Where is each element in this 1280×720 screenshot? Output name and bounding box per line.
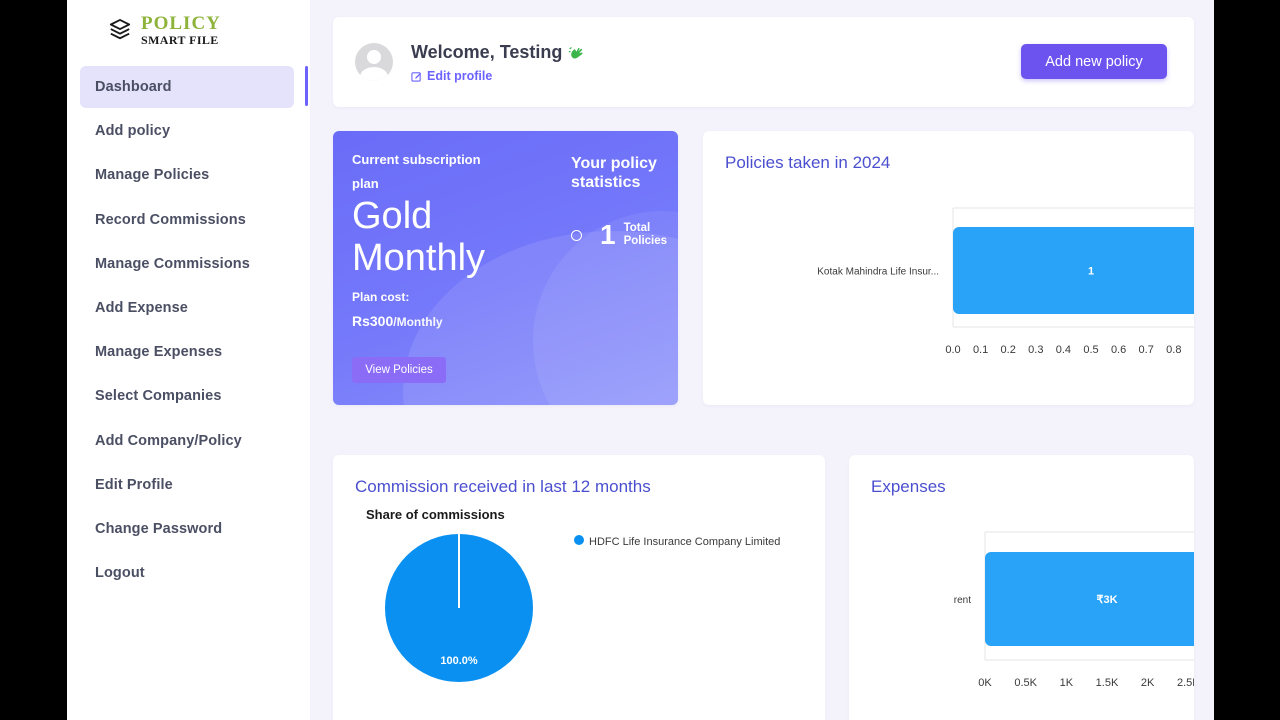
legend-label: HDFC Life Insurance Company Limited xyxy=(589,536,780,548)
policies-chart: 1 Kotak Mahindra Life Insur... 0.0 0.1 0.2 0.… xyxy=(817,207,1194,356)
expenses-chart-title: Expenses xyxy=(871,477,946,496)
commission-chart-card: Commission received in last 12 months Sh… xyxy=(333,455,825,720)
plan-cost: Rs300/Monthly xyxy=(352,313,443,329)
wave-hand-icon xyxy=(569,46,583,59)
commission-chart: Share of commissions 100.0% HDFC Life Insu… xyxy=(366,507,780,682)
total-policies-label: Total Policies xyxy=(623,222,668,247)
x-tick-label: 0.8 xyxy=(1166,344,1181,356)
x-tick-label: 0.5 xyxy=(1083,344,1098,356)
plan-name: Gold Monthly xyxy=(352,195,486,279)
sidebar-nav: Dashboard Add policy Manage Policies Rec… xyxy=(80,66,294,596)
bar-value-label: ₹3K xyxy=(1096,594,1117,606)
legend-marker xyxy=(574,535,584,545)
plan-cost-value: Rs300 xyxy=(352,313,394,329)
pie-data-label: 100.0% xyxy=(440,655,478,667)
avatar[interactable] xyxy=(355,43,393,81)
category-label: rent xyxy=(954,595,971,606)
sidebar-item-manage-expenses[interactable]: Manage Expenses xyxy=(95,344,223,361)
x-tick-label: 2.5K xyxy=(1177,677,1194,689)
brand-subname: SMART FILE xyxy=(141,33,219,47)
x-tick-label: 1K xyxy=(1060,677,1074,689)
policies-chart-card: Policies taken in 2024 1 Kotak Mahindra L… xyxy=(703,131,1194,405)
stats-row: 1 Total Policies xyxy=(571,219,674,251)
sidebar-item-add-expense[interactable]: Add Expense xyxy=(95,299,188,316)
x-tick-label: 0K xyxy=(978,677,992,689)
bar xyxy=(985,552,1194,646)
active-indicator xyxy=(305,66,308,106)
sidebar-item-edit-profile[interactable]: Edit Profile xyxy=(95,476,173,493)
commission-chart-title: Commission received in last 12 months xyxy=(355,477,651,496)
bar-value-label: 1 xyxy=(1088,266,1094,278)
edit-icon xyxy=(411,71,422,82)
x-tick-label: 0.2 xyxy=(1001,344,1016,356)
welcome-card: Welcome, Testing Edit profile Add new po… xyxy=(333,17,1194,107)
welcome-text: Welcome, Testing xyxy=(411,42,563,62)
sidebar-item-logout[interactable]: Logout xyxy=(95,565,145,582)
sidebar-item-add-policy[interactable]: Add policy xyxy=(95,123,171,140)
add-new-policy-button[interactable]: Add new policy xyxy=(1021,44,1167,79)
x-tick-label: 0.0 xyxy=(945,344,960,356)
app-window: POLICY SMART FILE Dashboard Add policy M… xyxy=(67,0,1214,720)
x-tick-label: 0.1 xyxy=(973,344,988,356)
x-tick-label: 0.6 xyxy=(1111,344,1126,356)
brand-logo[interactable]: POLICY SMART FILE xyxy=(109,14,221,46)
bar xyxy=(953,227,1194,314)
sidebar-item-add-company-policy[interactable]: Add Company/Policy xyxy=(95,432,242,449)
sidebar-item-manage-commissions[interactable]: Manage Commissions xyxy=(95,255,250,272)
pie-subtitle: Share of commissions xyxy=(366,507,505,522)
x-tick-label: 1.5K xyxy=(1096,677,1119,689)
welcome-heading: Welcome, Testing xyxy=(411,42,585,63)
x-tick-label: 0.3 xyxy=(1028,344,1043,356)
plan-cost-period: /Monthly xyxy=(393,315,443,329)
x-tick-label: 2K xyxy=(1141,677,1155,689)
sidebar: POLICY SMART FILE Dashboard Add policy M… xyxy=(67,0,310,720)
sidebar-item-manage-policies[interactable]: Manage Policies xyxy=(95,167,210,184)
subscription-card: Current subscription plan Gold Monthly P… xyxy=(333,131,678,405)
subscription-label: Current subscription plan xyxy=(352,152,481,191)
sidebar-item-select-companies[interactable]: Select Companies xyxy=(95,388,222,405)
sidebar-item-change-password[interactable]: Change Password xyxy=(95,520,223,537)
edit-profile-label: Edit profile xyxy=(427,69,493,83)
category-label: Kotak Mahindra Life Insur... xyxy=(817,267,939,278)
view-policies-button[interactable]: View Policies xyxy=(352,357,446,383)
circle-icon xyxy=(571,229,582,241)
brand-name: POLICY xyxy=(141,13,221,34)
x-tick-label: 0.5K xyxy=(1014,677,1037,689)
total-policies-count: 1 xyxy=(600,219,616,250)
edit-profile-link[interactable]: Edit profile xyxy=(411,69,492,83)
sidebar-item-record-commissions[interactable]: Record Commissions xyxy=(95,211,246,228)
sidebar-item-dashboard[interactable]: Dashboard xyxy=(80,66,294,108)
layers-icon xyxy=(109,18,131,40)
plan-cost-label: Plan cost: xyxy=(352,290,410,304)
policies-chart-title: Policies taken in 2024 xyxy=(725,153,891,172)
x-tick-label: 0.7 xyxy=(1139,344,1154,356)
stats-title: Your policy statistics xyxy=(571,155,657,191)
x-tick-label: 0.4 xyxy=(1056,344,1071,356)
